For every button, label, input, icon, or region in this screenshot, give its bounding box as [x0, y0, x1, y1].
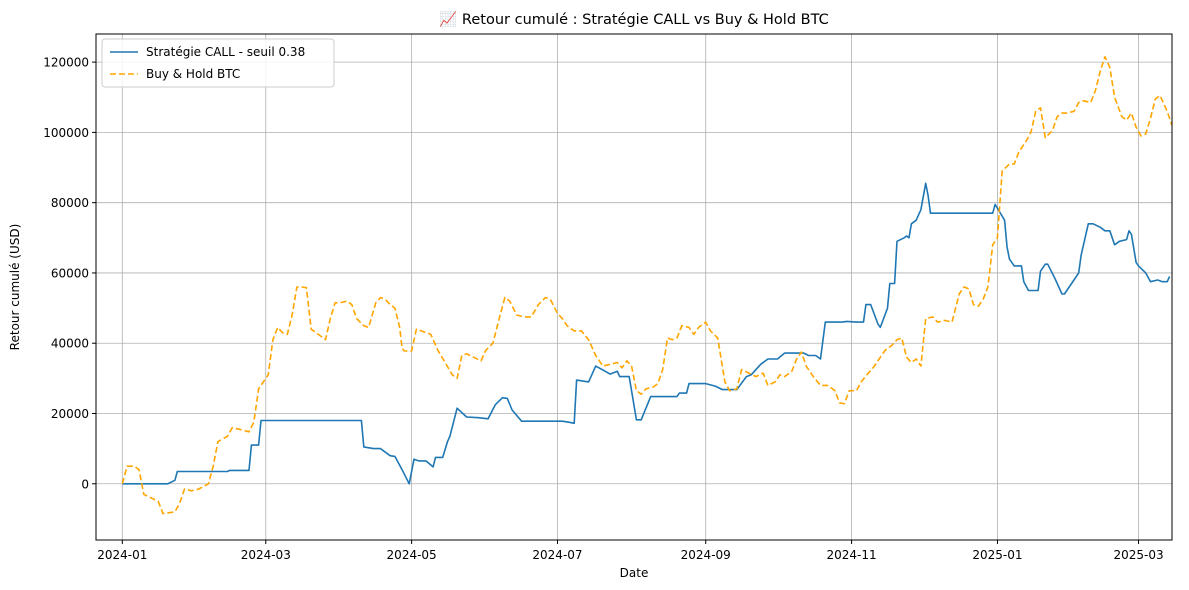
- plot-frame: [95, 33, 1173, 541]
- x-tick-label: 2024-07: [532, 548, 582, 562]
- x-tick-label: 2024-03: [241, 548, 291, 562]
- y-tick-label: 100000: [43, 126, 89, 140]
- y-axis-label: Retour cumulé (USD): [8, 224, 22, 351]
- y-tick-label: 0: [81, 477, 89, 491]
- x-tick-label: 2024-05: [387, 548, 437, 562]
- x-axis-label: Date: [620, 566, 649, 580]
- y-tick-label: 60000: [51, 266, 89, 280]
- x-tick-label: 2025-01: [972, 548, 1022, 562]
- grid: [96, 34, 1172, 540]
- x-axis: 2024-01 2024-03 2024-05 2024-07 2024-09 2024-…: [97, 540, 1164, 562]
- chart-title: 📈 Retour cumulé : Stratégie CALL vs Buy …: [439, 10, 828, 28]
- y-tick-label: 40000: [51, 337, 89, 351]
- series-line-strategy-call: [122, 182, 1171, 485]
- legend-label-strategy: Stratégie CALL - seuil 0.38: [146, 45, 305, 59]
- x-tick-label: 2025-03: [1113, 548, 1163, 562]
- series-layer: [121, 56, 1173, 515]
- legend-label-buyhold: Buy & Hold BTC: [146, 67, 240, 81]
- series-line-buy-hold-btc: [121, 56, 1173, 515]
- y-tick-label: 20000: [51, 407, 89, 421]
- x-tick-label: 2024-09: [681, 548, 731, 562]
- legend: Stratégie CALL - seuil 0.38 Buy & Hold B…: [101, 38, 335, 88]
- x-tick-label: 2024-11: [827, 548, 877, 562]
- y-tick-label: 80000: [51, 196, 89, 210]
- legend-box: [101, 38, 335, 88]
- y-tick-label: 120000: [43, 56, 89, 70]
- y-axis: 0 20000 40000 60000 80000 100000 120000: [43, 56, 96, 491]
- x-tick-label: 2024-01: [97, 548, 147, 562]
